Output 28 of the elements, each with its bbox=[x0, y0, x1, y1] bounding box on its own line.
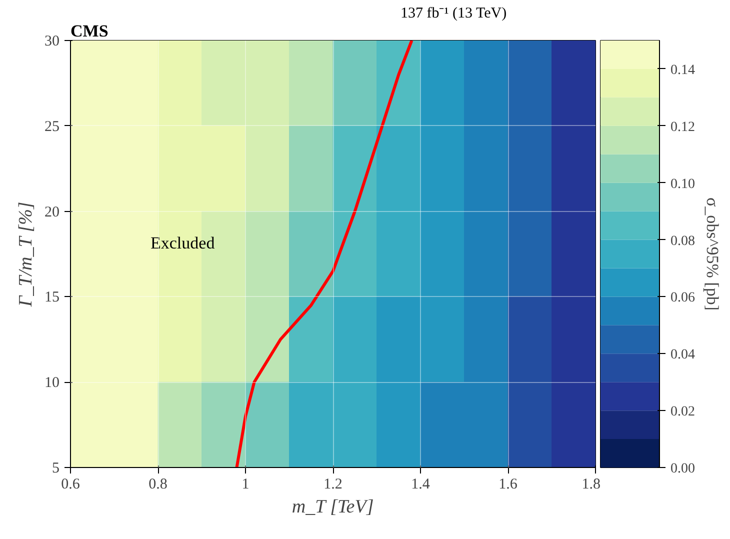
color-bar-label: 0.12 bbox=[670, 120, 695, 135]
color-bar-label: 0.14 bbox=[670, 62, 695, 78]
chart-subtitle: 137 fb⁻¹ (13 TeV) bbox=[400, 6, 507, 22]
x-tick-label: 1.8 bbox=[582, 476, 600, 492]
x-tick-label: 1.6 bbox=[498, 476, 518, 492]
color-bar-label: 0.04 bbox=[670, 348, 695, 363]
y-axis-title: Γ_T/m_T [%] bbox=[16, 202, 36, 308]
annotation: Excluded bbox=[150, 234, 216, 252]
x-tick-label: 0.8 bbox=[148, 476, 168, 492]
color-bar-label: 0.02 bbox=[670, 404, 695, 420]
chart-title: CMS bbox=[70, 22, 108, 40]
color-bar-label: 0.06 bbox=[670, 290, 695, 306]
x-tick-label: 1 bbox=[242, 476, 250, 492]
color-bar-title: σ_obs^95% [pb] bbox=[703, 198, 722, 311]
y-tick-label: 15 bbox=[44, 290, 60, 306]
y-tick-label: 10 bbox=[44, 375, 60, 392]
y-tick-label: 30 bbox=[44, 34, 60, 50]
x-tick-label: 1.4 bbox=[411, 476, 430, 492]
color-bar-label: 0.00 bbox=[670, 462, 695, 476]
y-tick-label: 25 bbox=[44, 118, 60, 135]
y-tick-label: 20 bbox=[44, 204, 60, 220]
color-bar-label: 0.10 bbox=[670, 176, 695, 192]
color-bar-label: 0.08 bbox=[670, 234, 695, 249]
x-tick-label: 0.6 bbox=[61, 476, 80, 492]
y-tick-label: 5 bbox=[52, 460, 60, 476]
x-axis-title: m_T [TeV] bbox=[292, 496, 374, 518]
line-series bbox=[235, 40, 414, 468]
x-tick-label: 1.2 bbox=[324, 476, 342, 492]
